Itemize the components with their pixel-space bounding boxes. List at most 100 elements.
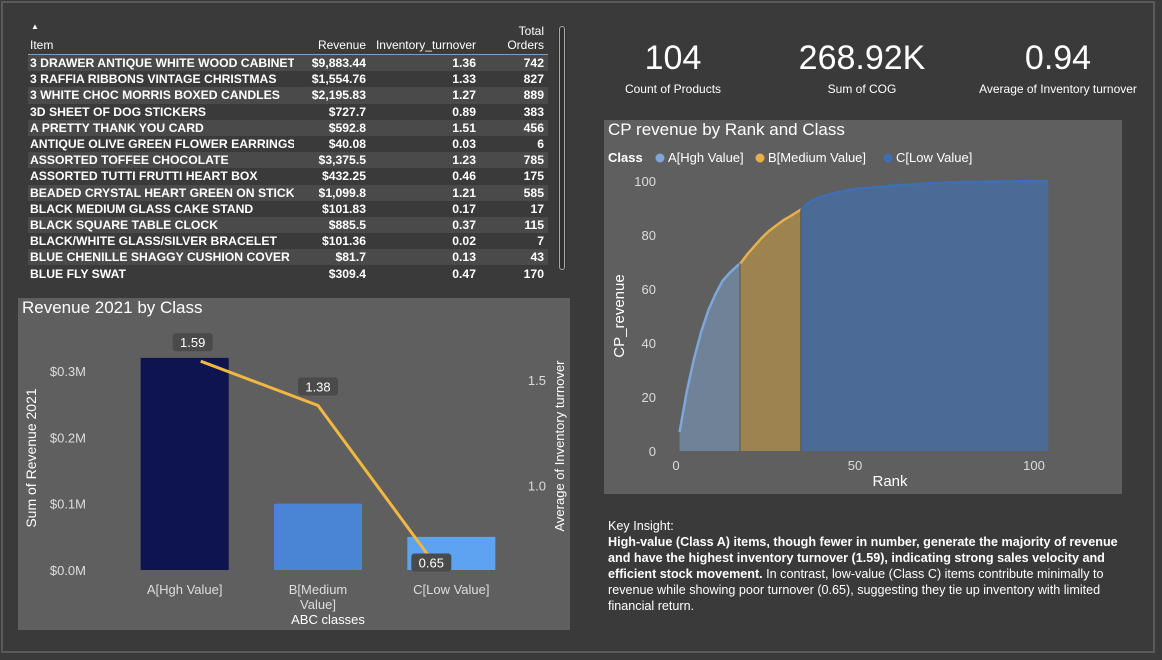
y-tick-label: $0.2M [50, 430, 86, 445]
column-header-inventory-turnover[interactable]: Inventory_turnover [370, 24, 480, 55]
y2-axis-label: Average of Inventory turnover [552, 360, 567, 532]
kpi-average-inventory-turnover: 0.94 Average of Inventory turnover [972, 36, 1144, 96]
cell-total-orders: 7 [480, 233, 548, 250]
cell-total-orders: 785 [480, 152, 548, 169]
table-row[interactable]: BEADED CRYSTAL HEART GREEN ON STICK $1,09… [28, 184, 548, 201]
chart-title: CP revenue by Rank and Class [608, 120, 845, 139]
kpi-label: Count of Products [624, 82, 722, 96]
cell-inventory-turnover: 1.33 [370, 71, 480, 88]
revenue-by-class-chart: $0.0M $0.1M $0.2M $0.3M 1.0 1.5 Sum of Revenue… [23, 333, 567, 627]
insight-heading: Key Insight: [608, 519, 674, 533]
bar [140, 357, 229, 570]
legend-label: C[Low Value] [896, 150, 972, 165]
column-header-total-orders[interactable]: Total Orders [480, 24, 548, 55]
cell-inventory-turnover: 0.89 [370, 103, 480, 120]
table-row[interactable]: BLUE FLY SWAT $309.4 0.47 170 [28, 265, 548, 282]
table-body: 3 DRAWER ANTIQUE WHITE WOOD CABINET $9,88… [28, 54, 548, 282]
cell-revenue: $1,099.8 [294, 184, 370, 201]
cell-inventory-turnover: 0.03 [370, 135, 480, 153]
table-row[interactable]: 3 DRAWER ANTIQUE WHITE WOOD CABINET $9,88… [28, 54, 548, 72]
table-row[interactable]: 3 RAFFIA RIBBONS VINTAGE CHRISTMAS $1,554… [28, 71, 548, 88]
table-row[interactable]: BLACK SQUARE TABLE CLOCK $885.5 0.37 115 [28, 216, 548, 234]
table-row[interactable]: ANTIQUE OLIVE GREEN FLOWER EARRINGS $40.0… [28, 135, 548, 153]
revenue-by-class-panel: Revenue 2021 by Class $0.0M $0.1M $0.2M $0.… [18, 298, 570, 630]
kpi-value: 268.92K [798, 39, 926, 77]
data-label: 1.38 [305, 379, 330, 394]
cell-item: 3 WHITE CHOC MORRIS BOXED CANDLES [28, 87, 294, 104]
cell-inventory-turnover: 0.13 [370, 249, 480, 266]
table-row[interactable]: 3 WHITE CHOC MORRIS BOXED CANDLES $2,195.… [28, 87, 548, 104]
cell-total-orders: 43 [480, 249, 548, 266]
cell-total-orders: 17 [480, 200, 548, 217]
y-tick-label: 100 [634, 174, 656, 189]
sort-ascending-icon[interactable]: ▲ [31, 22, 39, 31]
cell-revenue: $432.25 [294, 168, 370, 185]
area-line [739, 208, 802, 265]
legend-marker [755, 153, 765, 163]
x-tick-label: Value] [300, 597, 336, 612]
table-row[interactable]: BLACK MEDIUM GLASS CAKE STAND $101.83 0.17… [28, 200, 548, 217]
cell-revenue: $101.83 [294, 200, 370, 217]
cell-revenue: $9,883.44 [294, 54, 370, 72]
x-tick-label: B[Medium [289, 582, 348, 597]
table-row[interactable]: A PRETTY THANK YOU CARD $592.8 1.51 456 [28, 119, 548, 136]
y-tick-label: $0.3M [50, 364, 86, 379]
cell-item: ASSORTED TUTTI FRUTTI HEART BOX [28, 168, 294, 185]
cell-inventory-turnover: 0.17 [370, 200, 480, 217]
cell-total-orders: 383 [480, 103, 548, 120]
cell-inventory-turnover: 0.47 [370, 265, 480, 282]
cell-item: 3D SHEET OF DOG STICKERS [28, 103, 294, 120]
cell-item: BLUE FLY SWAT [28, 265, 294, 282]
insight-bold-text: High-value (Class A) items, though fewer… [608, 535, 1118, 581]
x-axis-label: ABC classes [291, 612, 365, 627]
cell-revenue: $40.08 [294, 135, 370, 153]
cell-item: ASSORTED TOFFEE CHOCOLATE [28, 152, 294, 169]
table-scrollbar[interactable] [558, 26, 566, 270]
legend-label: B[Medium Value] [768, 150, 866, 165]
cell-revenue: $101.36 [294, 233, 370, 250]
column-header-revenue[interactable]: Revenue [294, 24, 370, 55]
cell-total-orders: 827 [480, 71, 548, 88]
cell-item: BLACK SQUARE TABLE CLOCK [28, 216, 294, 234]
table-row[interactable]: 3D SHEET OF DOG STICKERS $727.7 0.89 383 [28, 103, 548, 120]
kpi-sum-of-cog: 268.92K Sum of COG [780, 36, 944, 96]
cell-item: ANTIQUE OLIVE GREEN FLOWER EARRINGS [28, 135, 294, 153]
cell-item: 3 DRAWER ANTIQUE WHITE WOOD CABINET [28, 54, 294, 72]
kpi-value: 104 [644, 39, 702, 77]
cell-inventory-turnover: 1.36 [370, 54, 480, 72]
cell-inventory-turnover: 0.02 [370, 233, 480, 250]
y-tick-label: 40 [642, 336, 656, 351]
cell-total-orders: 456 [480, 119, 548, 136]
y2-tick-label: 1.5 [528, 373, 546, 388]
y-axis-label: CP_revenue [611, 274, 628, 357]
insight-body: High-value (Class A) items, though fewer… [608, 534, 1128, 614]
cell-inventory-turnover: 0.46 [370, 168, 480, 185]
table-row[interactable]: BLACK/WHITE GLASS/SILVER BRACELET $101.36… [28, 233, 548, 250]
table-row[interactable]: BLUE CHENILLE SHAGGY CUSHION COVER $81.7 0… [28, 249, 548, 266]
cell-total-orders: 6 [480, 135, 548, 153]
table-scrollbar-thumb[interactable] [559, 26, 565, 270]
legend-title: Class [608, 150, 643, 165]
cell-revenue: $309.4 [294, 265, 370, 282]
product-table-visual: Item ▲ Revenue Inventory_turnover Total O… [24, 22, 570, 282]
y-tick-label: 60 [642, 282, 656, 297]
cell-item: BLACK/WHITE GLASS/SILVER BRACELET [28, 233, 294, 250]
table-row[interactable]: ASSORTED TOFFEE CHOCOLATE $3,375.5 1.23 785 [28, 152, 548, 169]
area-line [800, 179, 1049, 211]
legend-marker [655, 153, 665, 163]
table-row[interactable]: ASSORTED TUTTI FRUTTI HEART BOX $432.25 0.… [28, 168, 548, 185]
cell-revenue: $81.7 [294, 249, 370, 266]
x-tick-label: C[Low Value] [413, 582, 489, 597]
cell-item: A PRETTY THANK YOU CARD [28, 119, 294, 136]
cell-revenue: $1,554.76 [294, 71, 370, 88]
column-header-item[interactable]: Item ▲ [28, 22, 294, 55]
x-tick-label: 50 [848, 458, 862, 473]
cell-inventory-turnover: 1.51 [370, 119, 480, 136]
bar [274, 503, 362, 570]
cell-revenue: $592.8 [294, 119, 370, 136]
x-tick-label: 100 [1023, 458, 1045, 473]
product-table: Item ▲ Revenue Inventory_turnover Total O… [28, 22, 548, 282]
area-segment [801, 181, 1049, 451]
cell-total-orders: 170 [480, 265, 548, 282]
cell-item: BEADED CRYSTAL HEART GREEN ON STICK [28, 184, 294, 201]
